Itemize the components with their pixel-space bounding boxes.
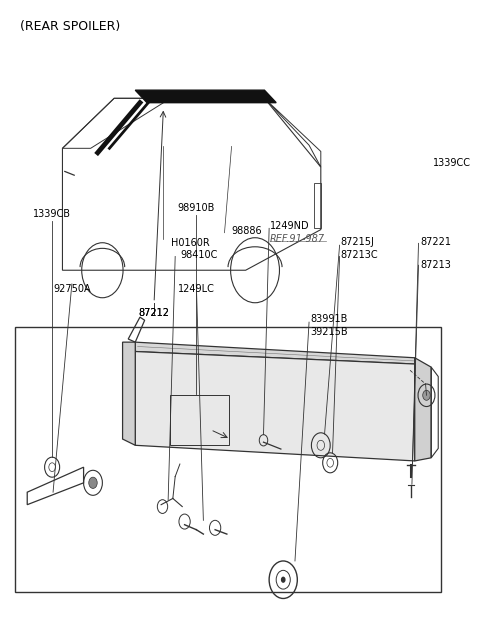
- Text: 83991B: 83991B: [311, 314, 348, 324]
- Text: 39215B: 39215B: [311, 327, 348, 337]
- Polygon shape: [122, 342, 135, 445]
- Text: 1339CB: 1339CB: [33, 209, 71, 219]
- Text: 87212: 87212: [139, 308, 169, 318]
- Text: 1249LC: 1249LC: [178, 284, 215, 294]
- Text: 1339CC: 1339CC: [432, 158, 470, 168]
- Text: 98410C: 98410C: [180, 249, 217, 259]
- Text: 98910B: 98910B: [178, 203, 215, 213]
- Bar: [15, 327, 441, 592]
- Polygon shape: [135, 342, 415, 364]
- Text: REF.91-987: REF.91-987: [270, 234, 325, 244]
- Polygon shape: [135, 352, 415, 461]
- Circle shape: [89, 477, 97, 489]
- Circle shape: [281, 577, 286, 583]
- Text: 1249ND: 1249ND: [270, 222, 310, 232]
- Text: 87212: 87212: [139, 308, 169, 318]
- Text: H0160R: H0160R: [171, 239, 210, 248]
- Circle shape: [423, 390, 430, 400]
- Text: 87221: 87221: [421, 237, 452, 247]
- Polygon shape: [415, 358, 431, 461]
- Bar: [170, 395, 229, 445]
- Text: 98886: 98886: [231, 227, 262, 237]
- Text: 87213C: 87213C: [340, 249, 378, 259]
- Text: 87215J: 87215J: [340, 237, 374, 247]
- Polygon shape: [135, 90, 276, 102]
- Text: 87213: 87213: [421, 260, 452, 270]
- Text: (REAR SPOILER): (REAR SPOILER): [20, 20, 120, 33]
- Text: 92750A: 92750A: [53, 284, 91, 294]
